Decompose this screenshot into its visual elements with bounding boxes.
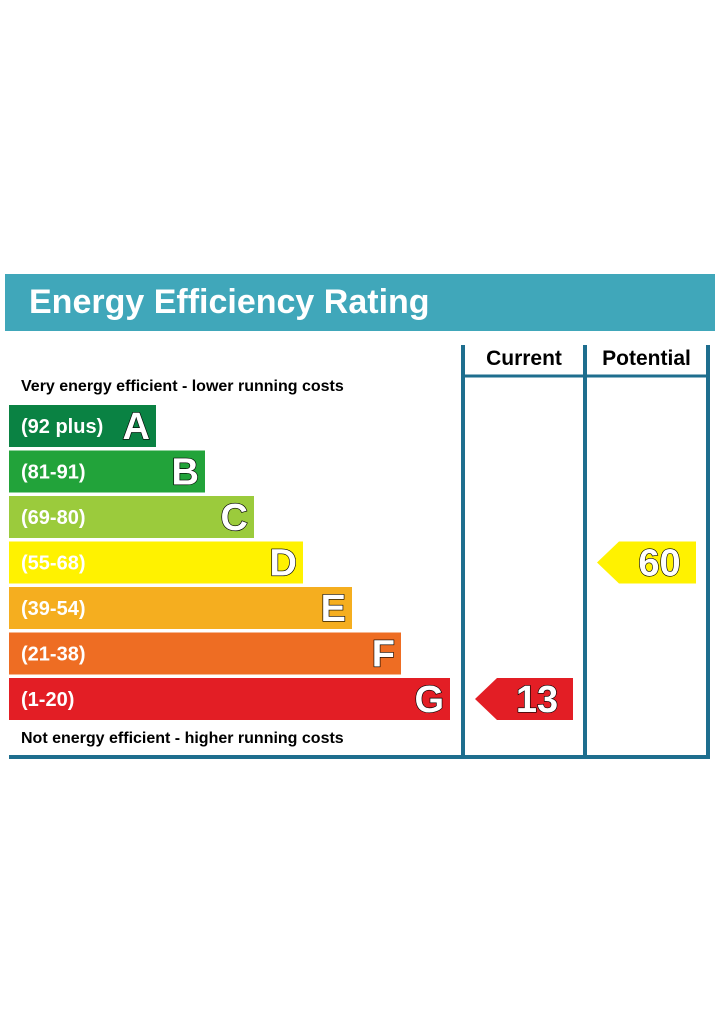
current-rating-arrow [475,678,573,720]
band-e-range: (39-54) [21,598,85,620]
band-g-bar [9,678,450,720]
band-a-letter: A [123,406,150,448]
band-e-letter: E [321,588,346,630]
band-c-range: (69-80) [21,507,85,529]
band-b-range: (81-91) [21,462,85,484]
band-c-bar [9,496,254,538]
band-f-letter: F [372,634,395,676]
band-f-range: (21-38) [21,644,85,666]
chart-frame [9,345,710,759]
band-d-letter: D [270,543,297,585]
band-b-bar [9,450,205,493]
title-banner: Energy Efficiency Rating [5,274,715,331]
band-d-bar [9,541,303,584]
chart-title: Energy Efficiency Rating [29,283,430,321]
band-f-bar [9,632,401,675]
band-a-range: (92 plus) [21,416,103,438]
potential-column-header: Potential [602,347,691,370]
current-column-header: Current [486,347,562,370]
band-g-range: (1-20) [21,689,74,711]
bottom-note: Not energy efficient - higher running co… [21,730,344,747]
band-c-letter: C [221,497,248,539]
current-rating-value: 13 [516,679,558,721]
rating-arrows: 13 60 [475,541,696,722]
potential-rating-value: 60 [638,543,680,585]
potential-rating-arrow [597,541,696,584]
rating-bands: (92 plus) A (81-91) B (69-80) C (55-68) D (39-54… [9,405,450,722]
band-e-bar [9,587,352,629]
band-b-letter: B [172,452,199,494]
band-g-letter: G [414,679,444,721]
band-d-range: (55-68) [21,553,85,575]
band-a-bar [9,405,156,447]
top-note: Very energy efficient - lower running co… [21,378,344,395]
